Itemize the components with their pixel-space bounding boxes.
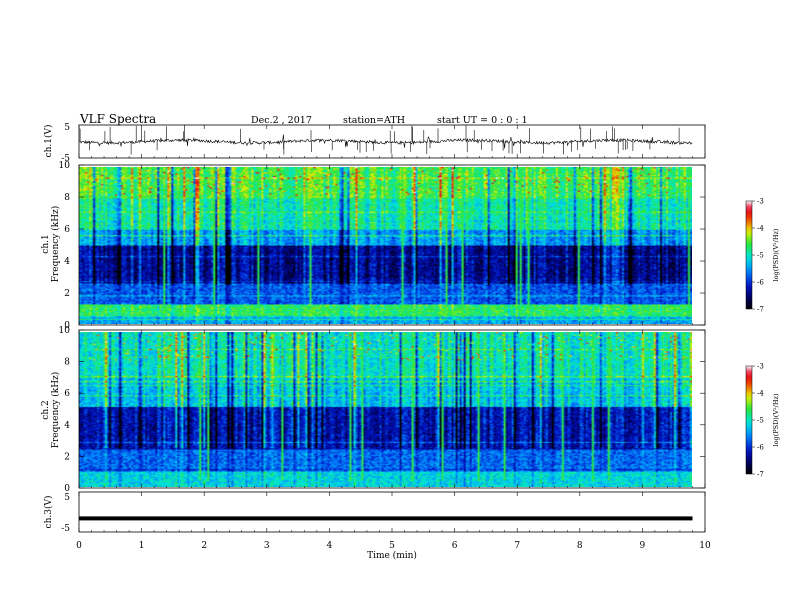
ytick-label: 0 <box>64 484 70 494</box>
ch1-waveform-panel: 5 -5 ch.1(V) <box>43 123 706 164</box>
ch1-spectrogram-ylabel: Frequency (kHz) <box>50 206 61 283</box>
xtick-label: 7 <box>514 541 520 551</box>
ch1-colorbar <box>745 200 753 310</box>
ch1-ytick-top: 5 <box>64 123 70 133</box>
ch2-colorbar-ticks: -3 -4 -5 -6 -7 <box>752 363 764 479</box>
ch1-waveform-frame <box>78 124 706 159</box>
date-label: Dec.2 , 2017 <box>251 115 312 126</box>
ch3-waveform-panel: 5 -5 ch.3(V) <box>43 491 706 534</box>
ch1-waveform-ylabel: ch.1(V) <box>43 125 54 158</box>
ytick-label: 4 <box>64 421 70 431</box>
ch1-spectrogram-channel-label: ch.1 <box>41 234 51 253</box>
ch1-spectrogram-yticks: 0 2 4 6 8 10 <box>59 161 705 331</box>
ch1-waveform-line <box>78 125 693 155</box>
xtick-label: 3 <box>264 541 270 551</box>
start-time-label: start UT = 0 : 0 : 1 <box>437 115 528 126</box>
ch3-ytick-bottom: -5 <box>61 524 70 534</box>
xtick-label: 5 <box>389 541 395 551</box>
ch2-spectrogram-ylabel: Frequency (kHz) <box>50 372 61 449</box>
ytick-label: 8 <box>64 193 70 203</box>
colorbar-tick-label: -4 <box>757 390 764 398</box>
colorbar-tick-label: -3 <box>757 198 764 206</box>
ch1-spectrogram-image <box>79 167 692 324</box>
time-axis-label: Time (min) <box>367 550 417 561</box>
ch2-spectrogram-yticks: 0 2 4 6 8 10 <box>59 326 705 494</box>
colorbar-tick-label: -7 <box>757 471 764 479</box>
ytick-label: 0 <box>64 321 70 331</box>
colorbar-tick-label: -6 <box>757 444 764 452</box>
xtick-label: 4 <box>327 541 333 551</box>
colorbar-tick-label: -4 <box>757 225 764 233</box>
ytick-label: 10 <box>59 161 71 171</box>
colorbar-tick-label: -5 <box>757 252 764 260</box>
ch2-spectrogram-image <box>79 332 692 487</box>
ytick-label: 2 <box>64 289 70 299</box>
station-label: station=ATH <box>343 115 405 126</box>
ch1-ytick-bottom: -5 <box>61 154 70 164</box>
ytick-label: 4 <box>64 257 70 267</box>
ytick-label: 6 <box>64 389 70 399</box>
colorbar-tick-label: -5 <box>757 417 764 425</box>
xtick-label: 6 <box>452 541 458 551</box>
xtick-label: 8 <box>577 541 583 551</box>
ch2-spectrogram-channel-label: ch.2 <box>41 400 51 419</box>
colorbar-tick-label: -6 <box>757 279 764 287</box>
figure-title: VLF Spectra <box>79 112 156 126</box>
colorbar-tick-label: -3 <box>757 363 764 371</box>
ch1-colorbar-label: log(PSD)(V²/Hz) <box>772 228 780 281</box>
time-axis: 0 1 2 3 4 5 6 7 8 9 10 <box>76 125 711 551</box>
ch2-colorbar-label: log(PSD)(V²/Hz) <box>772 393 780 446</box>
xtick-label: 1 <box>139 541 145 551</box>
xtick-label: 0 <box>76 541 82 551</box>
ch3-waveform-frame <box>78 491 706 533</box>
xtick-label: 9 <box>640 541 646 551</box>
ytick-label: 8 <box>64 358 70 368</box>
ytick-label: 2 <box>64 452 70 462</box>
ch2-colorbar <box>745 365 753 475</box>
colorbar-tick-label: -7 <box>757 306 764 314</box>
ytick-label: 10 <box>59 326 71 336</box>
ch3-waveform-ylabel: ch.3(V) <box>43 496 54 529</box>
xtick-label: 2 <box>201 541 207 551</box>
ch1-colorbar-ticks: -3 -4 -5 -6 -7 <box>752 198 764 314</box>
ch3-ytick-top: 5 <box>64 493 70 503</box>
ch3-waveform-line <box>79 516 693 521</box>
ytick-label: 6 <box>64 225 70 235</box>
xtick-label: 10 <box>699 541 711 551</box>
